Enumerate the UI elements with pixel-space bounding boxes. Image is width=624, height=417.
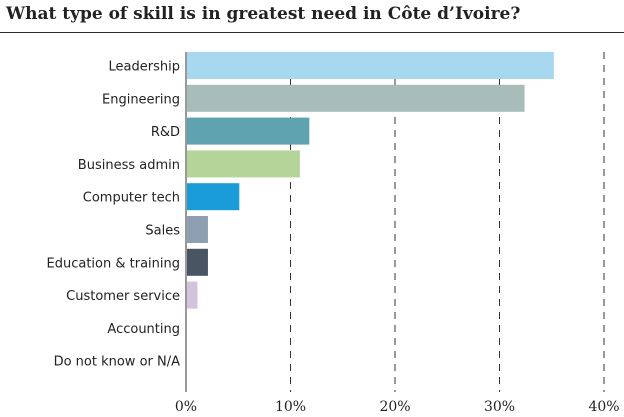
category-label: Customer service: [66, 289, 180, 304]
title-divider: [0, 32, 624, 33]
bar: [187, 281, 198, 309]
category-label: Engineering: [102, 92, 180, 107]
category-label-layer: Leadership Engineering R&D Business admin Co…: [47, 60, 181, 370]
category-label: Accounting: [107, 322, 180, 337]
x-tick-label: 40%: [588, 399, 619, 415]
bar: [187, 52, 554, 79]
x-tick-label: 30%: [484, 399, 515, 415]
bar: [187, 248, 208, 276]
bar: [187, 183, 240, 211]
chart-title: What type of skill is in greatest need i…: [6, 4, 521, 24]
bar: [187, 84, 525, 112]
category-label: Sales: [145, 224, 180, 239]
x-tick-label: 0%: [175, 399, 197, 415]
category-label: Business admin: [78, 158, 180, 173]
category-label: Computer tech: [83, 191, 180, 206]
tick-label-layer: 0% 10% 20% 30% 40%: [175, 399, 620, 415]
bar: [187, 150, 300, 178]
category-label: R&D: [151, 125, 180, 140]
bar: [187, 117, 310, 145]
category-label: Leadership: [109, 60, 180, 75]
x-tick-label: 10%: [275, 399, 306, 415]
bar: [187, 216, 208, 243]
x-tick-label: 20%: [379, 399, 410, 415]
bar-layer: [187, 52, 554, 309]
category-label: Education & training: [47, 256, 181, 271]
category-label: Do not know or N/A: [54, 355, 181, 370]
